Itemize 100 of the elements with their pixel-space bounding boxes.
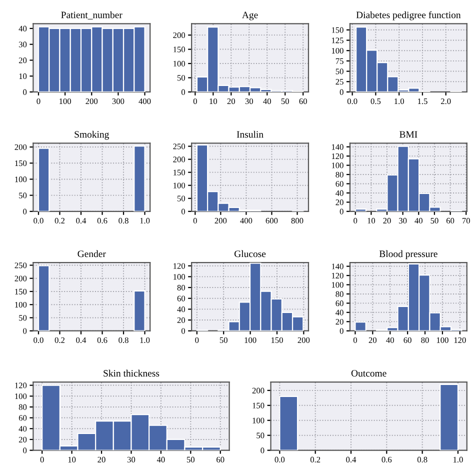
x-tick-label: 20 (383, 218, 391, 224)
x-tick-label: 40 (263, 98, 271, 104)
y-tick-label: 0 (340, 328, 344, 334)
x-tick-label: 0.2 (54, 337, 64, 344)
x-tick-label: 40 (386, 337, 394, 343)
y-tick-label: 20 (177, 317, 186, 323)
x-tick-label: 0 (40, 456, 44, 462)
y-tick-label: 0 (181, 328, 186, 334)
y-tick-label: 0 (23, 89, 27, 95)
chart-title: Insulin (236, 130, 264, 138)
x-tick-label: 200 (214, 218, 227, 224)
y-tick-label: 10 (19, 73, 27, 80)
chart-title: Smoking (74, 130, 110, 140)
y-tick-label: 0 (340, 89, 344, 95)
chart-title: Patient_number (61, 11, 122, 20)
x-tick-label: 60 (216, 456, 224, 462)
y-tick-label: 150 (332, 27, 344, 33)
y-tick-label: 50 (256, 432, 264, 438)
x-tick-label: 0.4 (76, 218, 86, 224)
x-tick-label: 40 (156, 456, 165, 462)
y-tick-label: 100 (15, 302, 27, 308)
y-tick-label: 20 (18, 58, 27, 64)
x-tick-label: 0.4 (76, 337, 86, 344)
y-tick-label: 80 (177, 284, 186, 290)
x-tick-label: 1.0 (454, 456, 463, 462)
y-tick-label: 0 (340, 208, 344, 214)
x-tick-label: 50 (430, 218, 438, 224)
x-tick-label: 200 (86, 98, 98, 104)
x-tick-label: 30 (245, 98, 253, 104)
y-tick-label: 25 (336, 78, 344, 85)
x-tick-label: 0 (195, 337, 199, 343)
y-tick-label: 80 (18, 404, 27, 410)
x-tick-label: 10 (68, 456, 76, 462)
y-tick-label: 125 (332, 38, 344, 44)
x-tick-label: 0 (193, 218, 197, 224)
y-tick-label: 50 (336, 68, 344, 74)
chart-title: Gender (78, 250, 106, 258)
y-tick-label: 0 (260, 448, 264, 454)
chart-title: Blood pressure (379, 250, 438, 260)
y-tick-label: 50 (177, 75, 186, 81)
x-tick-label: 0.8 (118, 218, 128, 224)
y-tick-label: 100 (174, 60, 186, 66)
y-tick-label: 150 (15, 160, 27, 166)
y-tick-label: 120 (174, 263, 186, 269)
y-tick-label: 140 (332, 264, 344, 270)
x-tick-label: 50 (281, 98, 289, 104)
x-tick-label: 100 (244, 337, 256, 343)
y-tick-label: 50 (19, 315, 27, 321)
y-tick-label: 120 (332, 272, 344, 278)
x-tick-label: 30 (399, 218, 407, 224)
x-tick-label: 0 (36, 98, 40, 104)
y-tick-label: 40 (18, 26, 27, 32)
x-tick-label: 20 (227, 98, 235, 104)
x-tick-label: 0.0 (34, 218, 44, 224)
y-tick-label: 0 (23, 208, 27, 214)
x-tick-label: 0.2 (310, 456, 320, 462)
y-tick-label: 250 (173, 144, 186, 150)
x-tick-label: 70 (462, 218, 470, 224)
y-tick-label: 20 (18, 436, 27, 442)
x-tick-label: 10 (368, 218, 376, 224)
y-tick-label: 100 (174, 274, 186, 280)
x-tick-label: 60 (404, 337, 412, 343)
y-tick-label: 0 (23, 448, 27, 454)
x-tick-label: 400 (138, 98, 151, 104)
x-tick-label: 0.6 (97, 218, 108, 224)
y-tick-label: 140 (332, 144, 344, 150)
x-tick-label: 400 (240, 218, 252, 224)
chart-title: Age (242, 12, 258, 20)
x-tick-label: 30 (127, 456, 136, 462)
x-tick-label: 50 (220, 337, 228, 343)
y-tick-label: 100 (332, 162, 344, 168)
y-tick-label: 40 (18, 426, 27, 432)
y-tick-label: 0 (181, 208, 186, 214)
x-tick-label: 0.0 (34, 337, 44, 344)
y-tick-label: 40 (336, 190, 344, 196)
x-tick-label: 200 (298, 337, 310, 343)
y-tick-label: 60 (336, 300, 344, 306)
x-tick-label: 100 (60, 98, 71, 104)
y-tick-label: 200 (14, 276, 27, 282)
x-tick-label: 0 (193, 98, 197, 104)
x-tick-label: 100 (436, 337, 448, 343)
x-tick-label: 1.0 (394, 98, 404, 104)
x-tick-label: 0.8 (417, 456, 428, 462)
x-tick-label: 0.2 (54, 218, 64, 224)
x-tick-label: 50 (186, 456, 195, 462)
y-tick-label: 200 (14, 144, 27, 150)
x-tick-label: 1.5 (418, 98, 428, 104)
chart-title: Outcome (351, 370, 386, 377)
y-tick-label: 60 (177, 296, 186, 302)
x-tick-label: 0.6 (382, 456, 392, 462)
x-tick-label: 10 (210, 98, 218, 104)
chart-title: BMI (400, 131, 418, 138)
y-tick-label: 20 (336, 318, 344, 325)
x-tick-label: 120 (454, 337, 466, 343)
y-tick-label: 100 (252, 418, 264, 424)
chart-title: Diabetes pedigree function (356, 11, 461, 20)
y-tick-label: 250 (14, 262, 27, 268)
y-tick-label: 60 (18, 415, 27, 421)
y-tick-label: 100 (15, 176, 27, 182)
x-tick-label: 60 (446, 218, 454, 224)
